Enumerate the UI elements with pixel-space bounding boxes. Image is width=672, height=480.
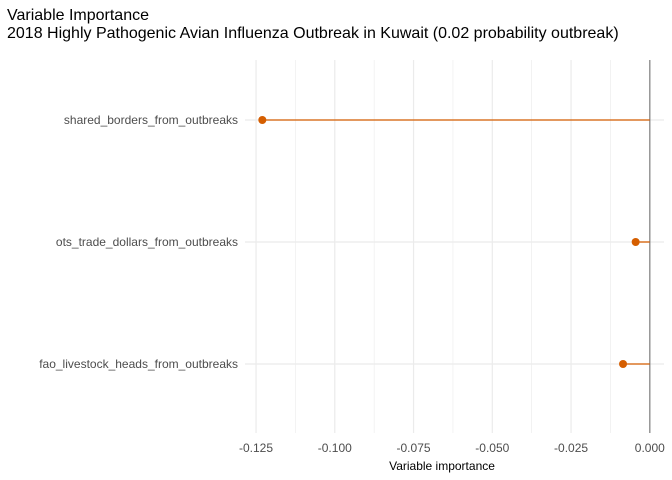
x-axis-labels: -0.125 -0.100 -0.075 -0.050 -0.025 0.000: [239, 441, 665, 455]
y-tick-label: shared_borders_from_outbreaks: [64, 113, 238, 127]
y-tick-label: ots_trade_dollars_from_outbreaks: [56, 235, 238, 249]
y-axis-labels: shared_borders_from_outbreaks ots_trade_d…: [39, 113, 238, 371]
x-tick-label: -0.025: [554, 441, 588, 455]
chart-title: Variable Importance: [7, 7, 149, 24]
lollipop-point: [619, 360, 628, 368]
y-tick-label: fao_livestock_heads_from_outbreaks: [39, 357, 238, 371]
x-tick-label: 0.000: [635, 441, 665, 455]
lollipop-point: [631, 238, 640, 246]
chart-subtitle: 2018 Highly Pathogenic Avian Influenza O…: [7, 25, 619, 42]
lollipop-point: [258, 116, 267, 124]
data-marks: [258, 116, 650, 368]
x-tick-label: -0.050: [475, 441, 509, 455]
x-tick-label: -0.075: [397, 441, 431, 455]
grid-lines: [245, 60, 664, 433]
x-tick-label: -0.100: [318, 441, 352, 455]
x-tick-label: -0.125: [239, 441, 273, 455]
x-axis-title: Variable importance: [389, 459, 495, 473]
